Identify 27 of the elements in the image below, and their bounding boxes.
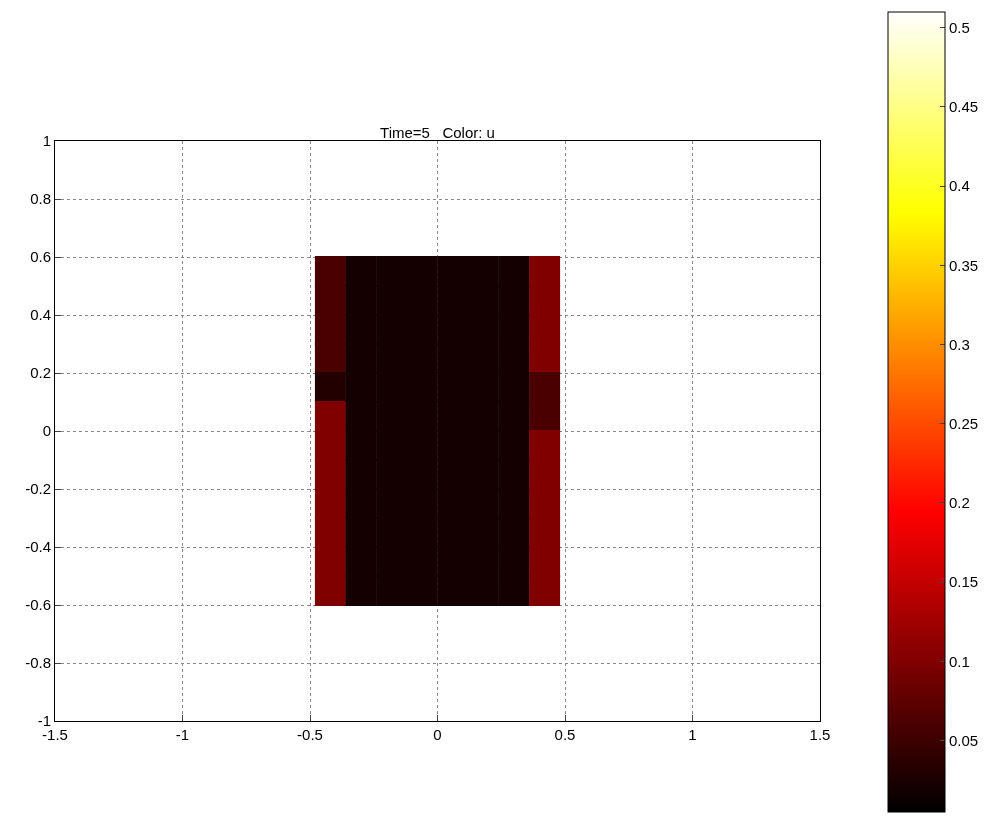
- x-tick-label: 0.5: [554, 726, 576, 743]
- x-tick-label: -1: [175, 726, 190, 743]
- x-tick-label: 0: [433, 726, 442, 743]
- color-bar-label: 0.3: [949, 335, 970, 353]
- color-bar-label: 0.2: [949, 494, 970, 512]
- y-tick-label: 0.6: [30, 248, 51, 266]
- y-tick-label: -0.4: [25, 538, 51, 556]
- y-tick-label: -0.8: [25, 654, 51, 672]
- x-tick-label: -0.5: [297, 726, 323, 743]
- x-tick-label: 1.5: [809, 726, 831, 743]
- color-bar-label: 0.1: [949, 652, 970, 670]
- chart-title: Time=5 Color: u: [380, 124, 495, 142]
- color-bar-label: 0.45: [949, 98, 979, 116]
- color-bar-label: 0.25: [949, 414, 979, 432]
- color-bar-label: 0.35: [949, 256, 979, 274]
- y-tick-label: 0.8: [30, 190, 51, 208]
- color-bar-label: 0.15: [949, 573, 979, 591]
- x-tick-label: 1: [688, 726, 697, 743]
- color-bar-label: 0.05: [949, 731, 979, 749]
- y-tick-label: -0.2: [25, 480, 51, 498]
- y-tick-label: -0.6: [25, 596, 51, 614]
- color-bar-label: 0.4: [949, 177, 970, 195]
- y-tick-label: 1: [42, 132, 51, 150]
- color-bar-label: 0.5: [949, 18, 970, 36]
- y-tick-label: 0.4: [30, 306, 51, 324]
- y-tick-label: 0: [42, 422, 51, 440]
- y-tick-label: 0.2: [30, 364, 51, 382]
